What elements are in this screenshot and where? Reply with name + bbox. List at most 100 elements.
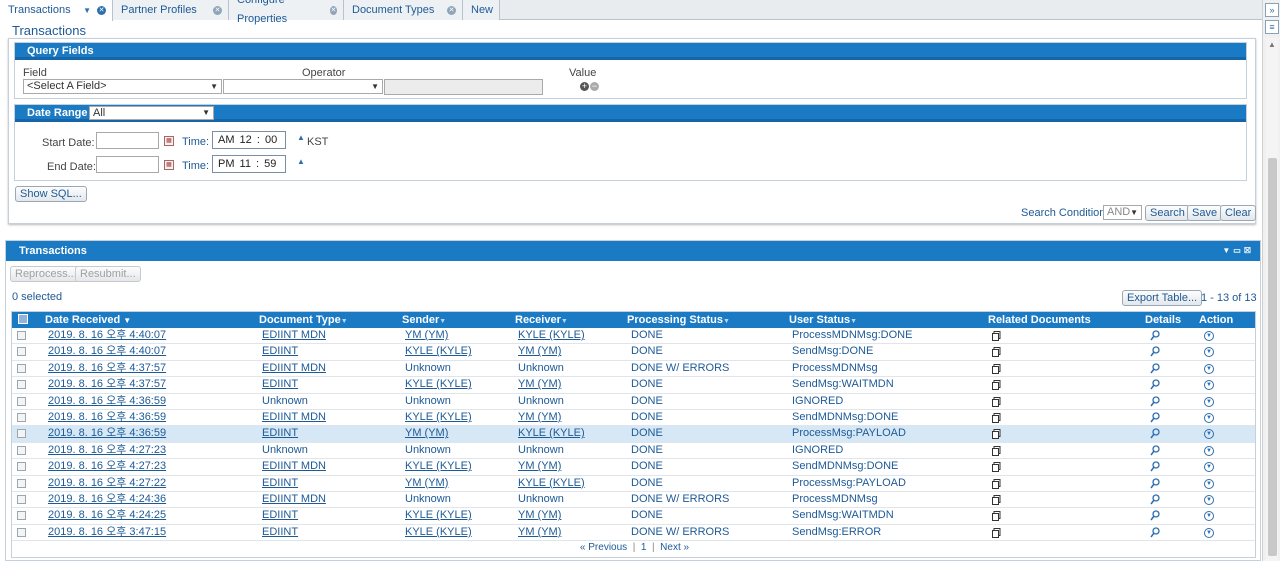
details-search-icon[interactable] — [1150, 412, 1160, 423]
col-sender[interactable]: Sender▼ — [402, 312, 446, 330]
document-type-link[interactable]: Unknown — [262, 443, 308, 456]
minimize-icon[interactable]: ▭ — [1233, 246, 1244, 255]
date-received-link[interactable]: 2019. 8. 16 오후 4:27:23 — [48, 460, 167, 473]
sender-link[interactable]: KYLE (KYLE) — [405, 460, 472, 473]
document-type-link[interactable]: EDIINT — [262, 378, 299, 391]
next-page-link[interactable]: Next » — [660, 542, 690, 554]
table-row[interactable]: 2019. 8. 16 오후 4:37:57 EDIINT KYLE (KYLE) Y… — [12, 377, 1255, 394]
document-type-link[interactable]: EDIINT — [262, 525, 299, 538]
row-checkbox[interactable] — [17, 429, 26, 439]
related-documents-icon[interactable] — [992, 462, 1001, 473]
double-chevron-right-icon[interactable]: » — [1265, 3, 1279, 17]
details-search-icon[interactable] — [1150, 461, 1160, 472]
action-menu-icon[interactable]: ▼ — [1204, 478, 1214, 489]
receiver-link[interactable]: YM (YM) — [518, 345, 562, 358]
row-checkbox[interactable] — [17, 462, 26, 472]
calendar-icon[interactable]: ▦ — [164, 136, 174, 146]
remove-icon[interactable]: − — [590, 81, 599, 91]
close-icon[interactable]: ✕ — [329, 5, 337, 15]
details-search-icon[interactable] — [1150, 494, 1160, 505]
action-menu-icon[interactable]: ▼ — [1204, 445, 1214, 456]
table-row[interactable]: 2019. 8. 16 오후 4:36:59 EDIINT YM (YM) KYLE … — [12, 426, 1255, 443]
row-checkbox[interactable] — [17, 412, 26, 422]
sender-link[interactable]: YM (YM) — [405, 329, 449, 341]
search-condition-select[interactable]: AND ▼ — [1103, 205, 1142, 220]
sender-link[interactable]: KYLE (KYLE) — [405, 378, 472, 391]
row-checkbox[interactable] — [17, 363, 26, 373]
document-type-link[interactable]: EDIINT — [262, 345, 299, 358]
resubmit-button[interactable]: Resubmit... — [75, 266, 141, 282]
calendar-icon[interactable]: ▦ — [164, 160, 174, 170]
related-documents-icon[interactable] — [992, 445, 1001, 456]
tab-partner-profiles[interactable]: Partner Profiles ✕ — [113, 0, 229, 20]
details-search-icon[interactable] — [1150, 510, 1160, 521]
sender-link[interactable]: YM (YM) — [405, 427, 449, 440]
export-table-button[interactable]: Export Table... — [1122, 290, 1203, 306]
row-checkbox[interactable] — [17, 511, 26, 521]
document-type-link[interactable]: EDIINT — [262, 427, 299, 440]
action-menu-icon[interactable]: ▼ — [1204, 412, 1214, 423]
collapse-icon[interactable]: ▼ — [1222, 246, 1234, 255]
related-documents-icon[interactable] — [992, 478, 1001, 489]
table-row[interactable]: 2019. 8. 16 오후 4:36:59 Unknown Unknown Unkn… — [12, 394, 1255, 410]
date-received-link[interactable]: 2019. 8. 16 오후 4:40:07 — [48, 329, 167, 341]
sender-link[interactable]: KYLE (KYLE) — [405, 410, 472, 423]
sender-link[interactable]: KYLE (KYLE) — [405, 525, 472, 538]
table-row[interactable]: 2019. 8. 16 오후 4:40:07 EDIINT MDN YM (YM) K… — [12, 328, 1255, 345]
details-search-icon[interactable] — [1150, 527, 1160, 538]
date-received-link[interactable]: 2019. 8. 16 오후 4:36:59 — [48, 394, 167, 407]
date-received-link[interactable]: 2019. 8. 16 오후 4:27:23 — [48, 443, 167, 456]
receiver-link[interactable]: YM (YM) — [518, 378, 562, 391]
col-processing-status[interactable]: Processing Status▼ — [627, 312, 730, 330]
date-received-link[interactable]: 2019. 8. 16 오후 3:47:15 — [48, 525, 167, 538]
document-type-link[interactable]: EDIINT — [262, 509, 299, 522]
table-row[interactable]: 2019. 8. 16 오후 4:27:22 EDIINT YM (YM) KYLE … — [12, 476, 1255, 492]
row-checkbox[interactable] — [17, 347, 26, 357]
document-type-link[interactable]: EDIINT MDN — [262, 492, 326, 505]
action-menu-icon[interactable]: ▼ — [1204, 347, 1214, 358]
action-menu-icon[interactable]: ▼ — [1204, 494, 1214, 505]
receiver-link[interactable]: YM (YM) — [518, 460, 562, 473]
row-checkbox[interactable] — [17, 380, 26, 390]
document-type-link[interactable]: EDIINT MDN — [262, 460, 326, 473]
select-all-checkbox[interactable] — [18, 314, 28, 324]
related-documents-icon[interactable] — [992, 527, 1001, 538]
action-menu-icon[interactable]: ▼ — [1204, 462, 1214, 473]
col-receiver[interactable]: Receiver▼ — [515, 312, 568, 330]
date-received-link[interactable]: 2019. 8. 16 오후 4:24:36 — [48, 492, 167, 505]
details-search-icon[interactable] — [1150, 346, 1160, 357]
receiver-link[interactable]: YM (YM) — [518, 410, 562, 423]
end-date-input[interactable] — [96, 156, 159, 173]
row-checkbox[interactable] — [17, 331, 26, 340]
action-menu-icon[interactable]: ▼ — [1204, 429, 1214, 440]
table-row[interactable]: 2019. 8. 16 오후 4:40:07 EDIINT KYLE (KYLE) Y… — [12, 344, 1255, 361]
table-row[interactable]: 2019. 8. 16 오후 4:27:23 EDIINT MDN KYLE (KY… — [12, 459, 1255, 476]
time-spinner-up-icon[interactable]: ▲ — [297, 157, 305, 166]
receiver-link[interactable]: YM (YM) — [518, 525, 562, 538]
receiver-link[interactable]: KYLE (KYLE) — [518, 476, 585, 489]
table-row[interactable]: 2019. 8. 16 오후 4:24:36 EDIINT MDN Unknown U… — [12, 492, 1255, 509]
time-spinner-up-icon[interactable]: ▲ — [297, 133, 305, 142]
scroll-up-icon[interactable]: ▲ — [1268, 40, 1276, 49]
sender-link[interactable]: YM (YM) — [405, 476, 449, 489]
show-sql-button[interactable]: Show SQL... — [15, 186, 87, 202]
start-date-input[interactable] — [96, 132, 159, 149]
row-checkbox[interactable] — [17, 527, 26, 537]
receiver-link[interactable]: KYLE (KYLE) — [518, 329, 585, 341]
close-icon[interactable]: ✕ — [447, 5, 456, 15]
related-documents-icon[interactable] — [992, 412, 1001, 423]
tab-new[interactable]: New — [463, 0, 501, 20]
document-type-link[interactable]: EDIINT MDN — [262, 329, 326, 341]
date-received-link[interactable]: 2019. 8. 16 오후 4:36:59 — [48, 410, 167, 423]
document-type-link[interactable]: EDIINT MDN — [262, 410, 326, 423]
date-received-link[interactable]: 2019. 8. 16 오후 4:27:22 — [48, 476, 167, 489]
value-input[interactable] — [384, 79, 543, 95]
row-checkbox[interactable] — [17, 445, 26, 455]
related-documents-icon[interactable] — [992, 331, 1001, 341]
previous-page-link[interactable]: « Previous — [579, 542, 628, 554]
chevron-down-icon[interactable]: ▼ — [83, 6, 91, 15]
clear-button[interactable]: Clear — [1220, 205, 1257, 221]
table-row[interactable]: 2019. 8. 16 오후 4:27:23 Unknown Unknown Unkn… — [12, 443, 1255, 460]
details-search-icon[interactable] — [1150, 363, 1160, 374]
document-type-link[interactable]: EDIINT MDN — [262, 361, 326, 374]
